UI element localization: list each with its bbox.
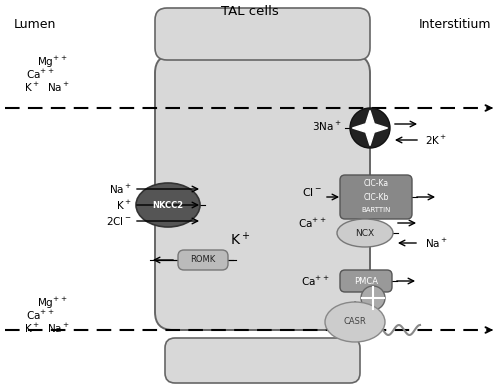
- Ellipse shape: [136, 183, 200, 227]
- Circle shape: [350, 108, 390, 148]
- Polygon shape: [352, 110, 388, 145]
- Text: CASR: CASR: [344, 317, 366, 326]
- Text: Interstitium: Interstitium: [419, 18, 491, 31]
- Ellipse shape: [337, 219, 393, 247]
- FancyBboxPatch shape: [165, 338, 360, 383]
- Text: Mg$^{++}$: Mg$^{++}$: [37, 55, 67, 70]
- Text: Ca$^{++}$: Ca$^{++}$: [298, 216, 327, 230]
- FancyBboxPatch shape: [178, 250, 228, 270]
- FancyBboxPatch shape: [155, 8, 370, 60]
- Text: Na$^+$: Na$^+$: [46, 81, 70, 94]
- Circle shape: [361, 286, 385, 310]
- Text: NKCC2: NKCC2: [152, 200, 184, 209]
- Text: NCX: NCX: [356, 229, 374, 238]
- FancyBboxPatch shape: [340, 270, 392, 292]
- Text: PMCA: PMCA: [354, 277, 378, 285]
- Text: Ca$^{++}$: Ca$^{++}$: [26, 309, 54, 322]
- Text: ClC-Kb: ClC-Kb: [364, 193, 388, 202]
- Text: 2Cl$^-$: 2Cl$^-$: [106, 215, 132, 227]
- Text: Na$^+$: Na$^+$: [109, 183, 132, 195]
- Text: Na$^+$: Na$^+$: [46, 322, 70, 335]
- Text: TAL cells: TAL cells: [221, 5, 279, 18]
- Ellipse shape: [325, 302, 385, 342]
- Text: ROMK: ROMK: [190, 255, 216, 264]
- Text: 3Na$^+$: 3Na$^+$: [312, 119, 342, 133]
- Text: K$^+$: K$^+$: [24, 322, 40, 335]
- Text: K$^+$: K$^+$: [116, 199, 132, 211]
- Text: K$^+$: K$^+$: [24, 81, 40, 94]
- Text: ClC-Ka: ClC-Ka: [364, 179, 388, 188]
- Text: Na$^+$: Na$^+$: [425, 236, 448, 250]
- Text: Mg$^{++}$: Mg$^{++}$: [37, 296, 67, 311]
- Text: 2K$^+$: 2K$^+$: [425, 133, 448, 147]
- Text: Lumen: Lumen: [14, 18, 56, 31]
- Text: Ca$^{++}$: Ca$^{++}$: [302, 275, 330, 287]
- Text: K$^+$: K$^+$: [230, 231, 250, 249]
- FancyBboxPatch shape: [155, 55, 370, 330]
- Text: Ca$^{++}$: Ca$^{++}$: [26, 68, 54, 81]
- Text: Cl$^-$: Cl$^-$: [302, 186, 322, 198]
- Text: BARTTIN: BARTTIN: [362, 207, 390, 213]
- FancyBboxPatch shape: [340, 175, 412, 219]
